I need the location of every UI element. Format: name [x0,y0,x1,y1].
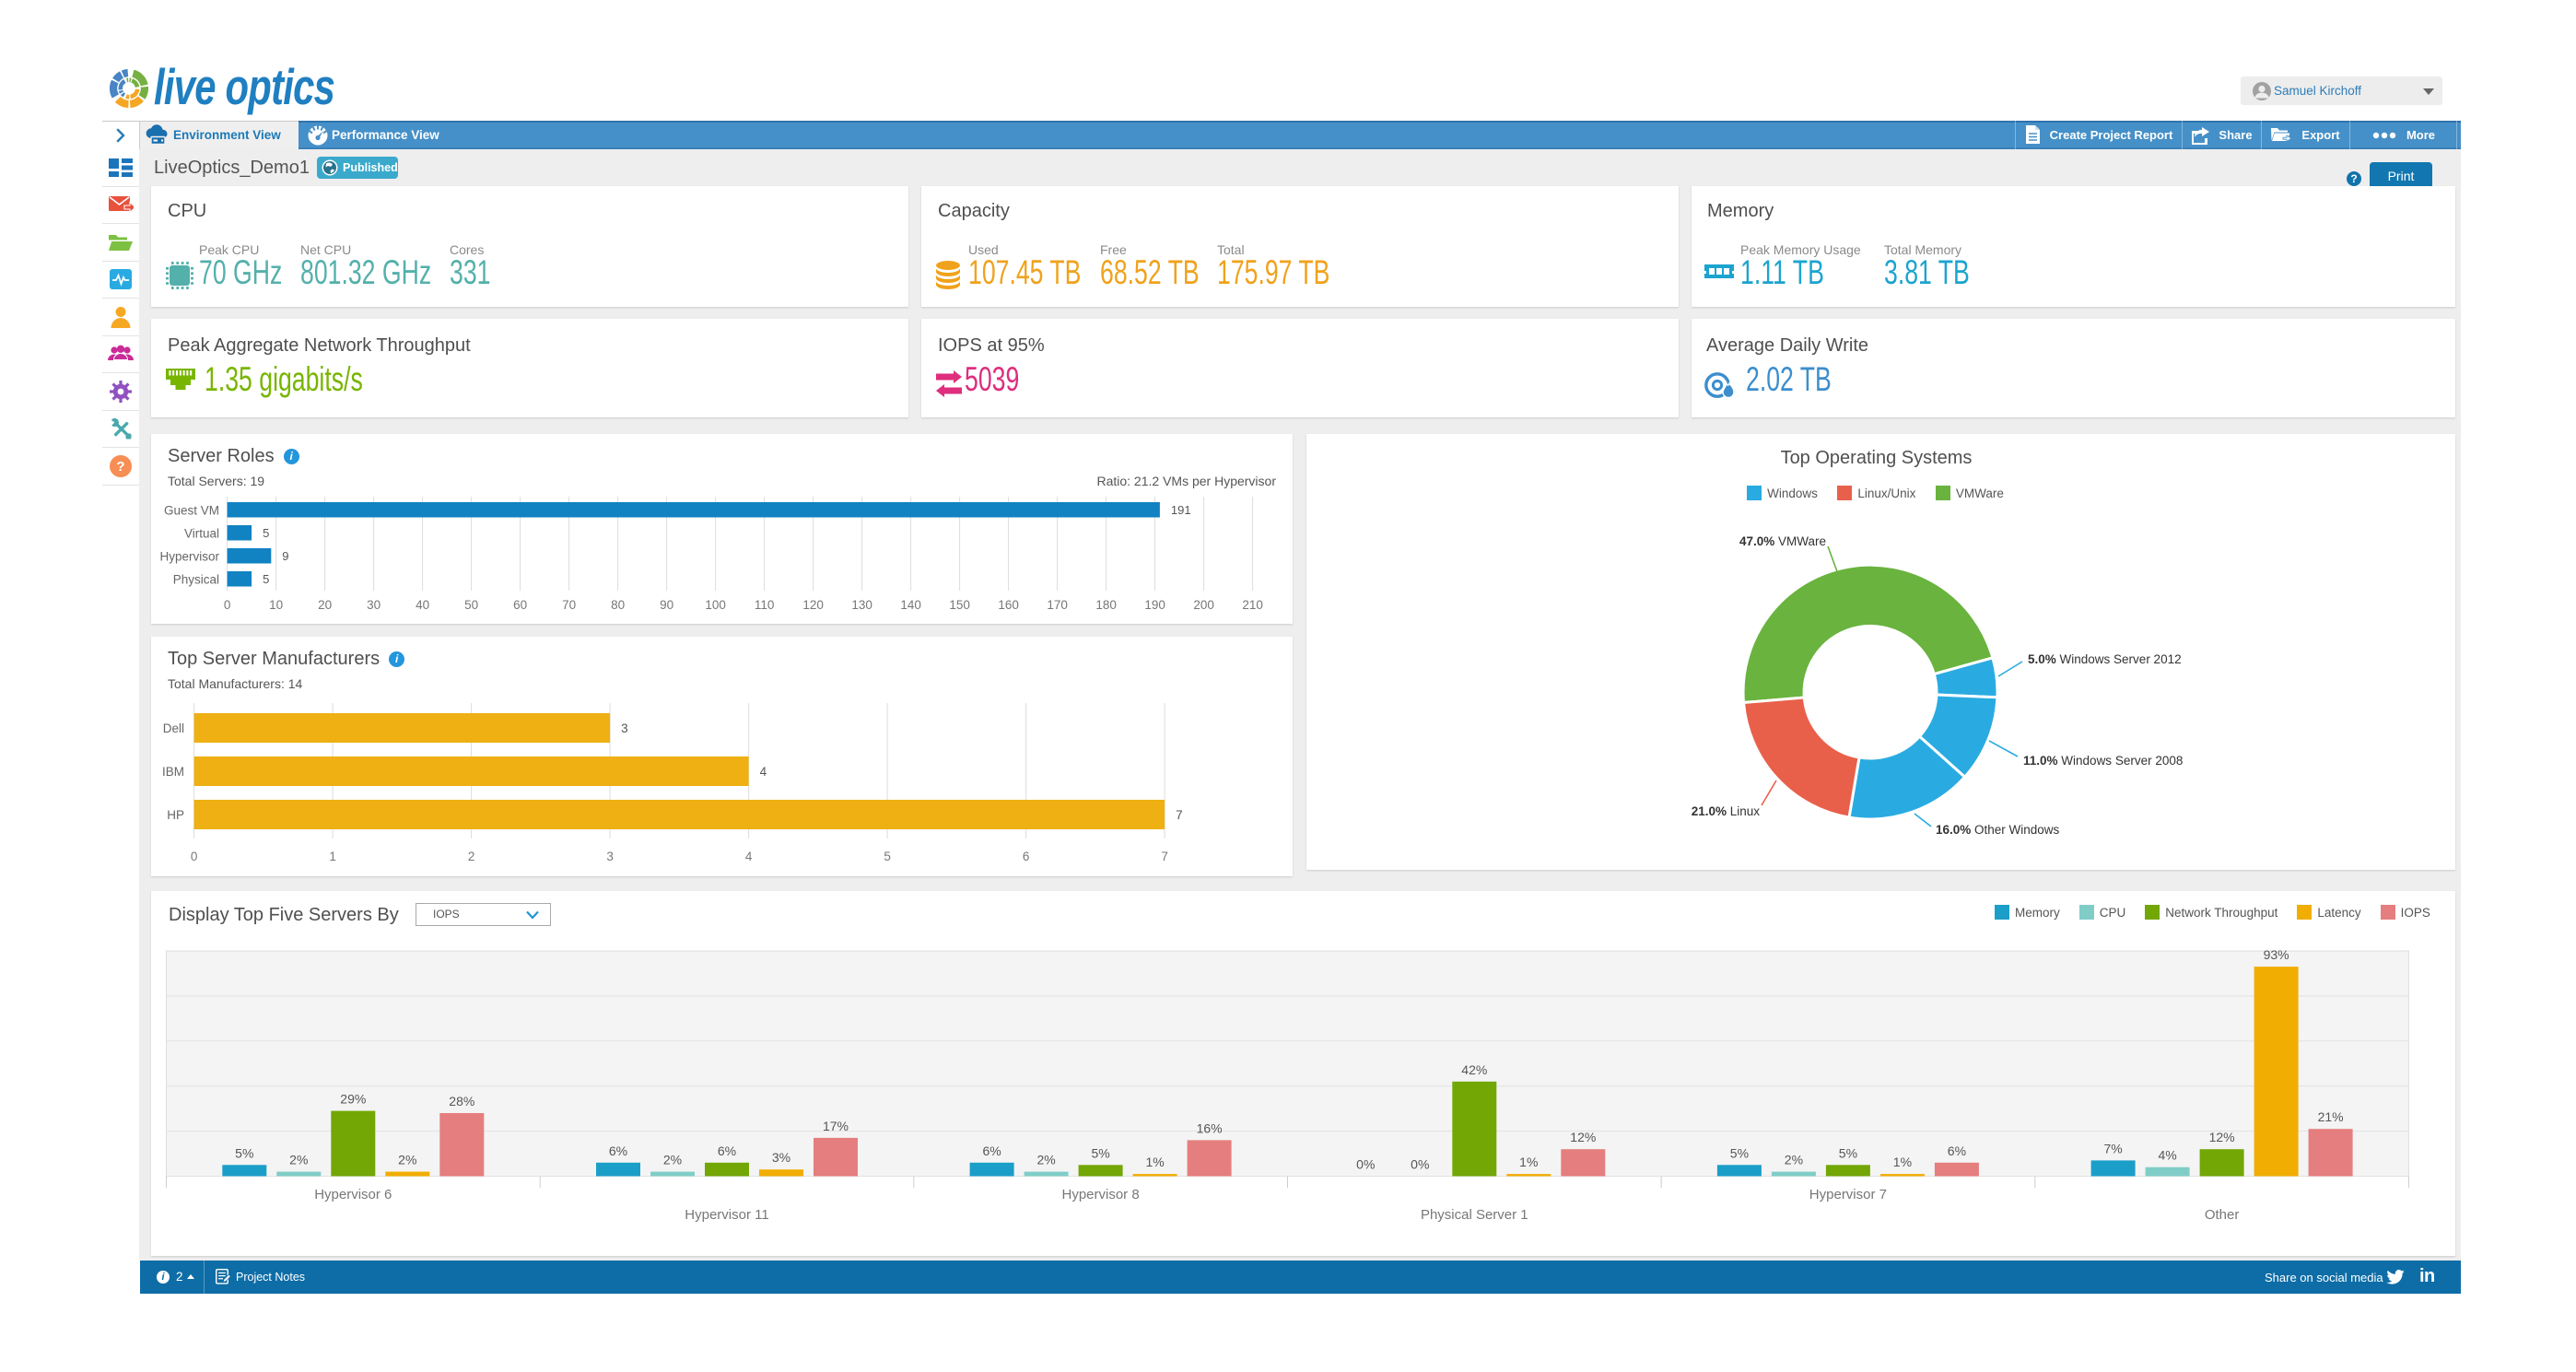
svg-text:100: 100 [705,598,726,612]
svg-text:190: 190 [1144,598,1165,612]
svg-text:4: 4 [745,850,753,863]
svg-text:7: 7 [1161,850,1168,863]
svg-text:Hypervisor 8: Hypervisor 8 [1061,1187,1139,1202]
svg-text:0%: 0% [1356,1157,1375,1172]
svg-text:200: 200 [1193,598,1214,612]
svg-text:210: 210 [1242,598,1263,612]
svg-text:Hypervisor 6: Hypervisor 6 [314,1187,392,1202]
svg-text:7: 7 [1176,808,1183,822]
svg-text:29%: 29% [340,1092,366,1107]
svg-text:17%: 17% [823,1119,849,1133]
svg-text:110: 110 [755,598,775,612]
svg-text:Hypervisor 11: Hypervisor 11 [685,1207,768,1223]
svg-text:4: 4 [760,765,767,779]
svg-text:5.0% Windows Server 2012: 5.0% Windows Server 2012 [2028,652,2182,666]
svg-text:5%: 5% [235,1145,253,1160]
svg-text:28%: 28% [449,1094,474,1108]
svg-text:5: 5 [263,526,269,540]
svg-text:150: 150 [949,598,970,612]
svg-text:120: 120 [802,598,824,612]
svg-text:7%: 7% [2103,1141,2122,1155]
svg-text:170: 170 [1047,598,1068,612]
svg-text:Dell: Dell [163,721,184,735]
svg-text:60: 60 [513,598,527,612]
svg-text:2%: 2% [398,1153,416,1167]
svg-text:40: 40 [416,598,429,612]
svg-text:2: 2 [468,850,475,863]
svg-text:47.0% VMWare: 47.0% VMWare [1739,534,1826,548]
svg-text:1: 1 [329,850,336,863]
svg-text:42%: 42% [1461,1062,1487,1077]
svg-text:Virtual: Virtual [184,527,219,541]
svg-text:70: 70 [562,598,576,612]
svg-text:Guest VM: Guest VM [164,504,219,518]
svg-text:HP: HP [167,808,184,822]
svg-text:9: 9 [282,549,288,563]
svg-text:5: 5 [263,572,269,586]
svg-text:3: 3 [606,850,614,863]
svg-text:180: 180 [1095,598,1117,612]
svg-text:12%: 12% [1570,1130,1596,1144]
svg-text:6%: 6% [982,1143,1001,1158]
svg-text:11.0% Windows Server 2008: 11.0% Windows Server 2008 [2023,754,2183,768]
svg-text:191: 191 [1171,503,1191,517]
svg-text:20: 20 [318,598,332,612]
svg-text:130: 130 [851,598,872,612]
svg-text:16%: 16% [1197,1120,1223,1135]
svg-text:4%: 4% [2158,1148,2176,1163]
svg-text:0: 0 [224,598,231,612]
svg-text:2%: 2% [289,1153,308,1167]
svg-text:?: ? [116,459,124,475]
svg-text:0%: 0% [1411,1157,1429,1172]
svg-text:Physical Server 1: Physical Server 1 [1421,1207,1528,1223]
svg-text:16.0% Other Windows: 16.0% Other Windows [1936,823,2060,837]
svg-text:10: 10 [269,598,283,612]
svg-text:2%: 2% [1036,1153,1055,1167]
svg-text:2%: 2% [663,1153,682,1167]
svg-text:Hypervisor 7: Hypervisor 7 [1809,1187,1887,1202]
svg-text:Other: Other [2205,1207,2240,1223]
svg-text:5%: 5% [1730,1145,1749,1160]
svg-text:1%: 1% [1893,1155,1912,1169]
svg-text:IBM: IBM [162,765,184,779]
svg-text:160: 160 [998,598,1019,612]
svg-text:21%: 21% [2318,1109,2344,1124]
svg-text:Hypervisor: Hypervisor [159,550,219,564]
svg-text:6: 6 [1023,850,1030,863]
svg-text:12%: 12% [2209,1130,2235,1144]
svg-text:3%: 3% [772,1150,790,1165]
svg-text:140: 140 [900,598,921,612]
svg-text:3: 3 [621,721,628,735]
svg-text:5%: 5% [1839,1145,1857,1160]
svg-text:5%: 5% [1091,1145,1109,1160]
svg-text:0: 0 [191,850,198,863]
svg-text:1%: 1% [1145,1155,1164,1169]
svg-text:80: 80 [611,598,625,612]
svg-text:93%: 93% [2264,947,2289,962]
svg-text:2%: 2% [1785,1153,1803,1167]
svg-text:6%: 6% [609,1143,627,1158]
svg-text:90: 90 [660,598,673,612]
svg-text:6%: 6% [718,1143,736,1158]
svg-text:30: 30 [367,598,381,612]
svg-text:50: 50 [464,598,478,612]
svg-text:Physical: Physical [173,573,219,587]
svg-text:1%: 1% [1519,1155,1538,1169]
svg-text:21.0% Linux: 21.0% Linux [1692,804,1761,818]
svg-text:6%: 6% [1948,1143,1966,1158]
svg-text:5: 5 [884,850,891,863]
